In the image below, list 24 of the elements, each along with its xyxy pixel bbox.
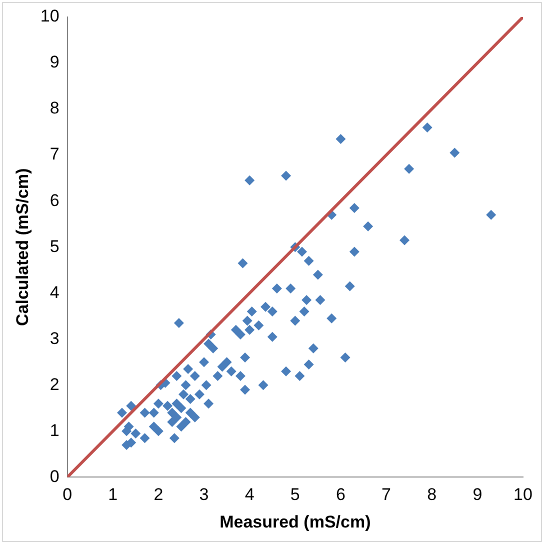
- x-tick-label: 5: [290, 485, 300, 504]
- y-tick-label: 0: [50, 466, 60, 486]
- x-tick-label: 0: [62, 485, 72, 504]
- x-tick-label: 8: [427, 485, 437, 504]
- y-tick-label: 3: [50, 328, 60, 348]
- y-tick-label: 5: [50, 236, 60, 256]
- y-tick-label: 6: [50, 190, 60, 210]
- y-tick-label: 7: [50, 144, 60, 164]
- x-tick-label: 1: [108, 485, 118, 504]
- x-tick-label: 2: [154, 485, 164, 504]
- y-tick-label: 9: [50, 52, 60, 72]
- y-tick-label: 10: [40, 6, 60, 26]
- x-tick-label: 10: [514, 485, 532, 504]
- x-axis-title: Measured (mS/cm): [220, 512, 371, 532]
- y-tick-label: 4: [50, 282, 60, 302]
- x-tick-label: 7: [382, 485, 392, 504]
- x-tick-label: 9: [472, 485, 482, 504]
- x-tick-label: 3: [199, 485, 209, 504]
- x-tick-label: 4: [244, 485, 254, 504]
- y-tick-label: 8: [50, 98, 60, 118]
- y-tick-label: 2: [50, 374, 60, 394]
- y-tick-label: 1: [50, 420, 60, 440]
- y-axis-title: Calculated (mS/cm): [12, 168, 32, 326]
- x-tick-label: 6: [336, 485, 346, 504]
